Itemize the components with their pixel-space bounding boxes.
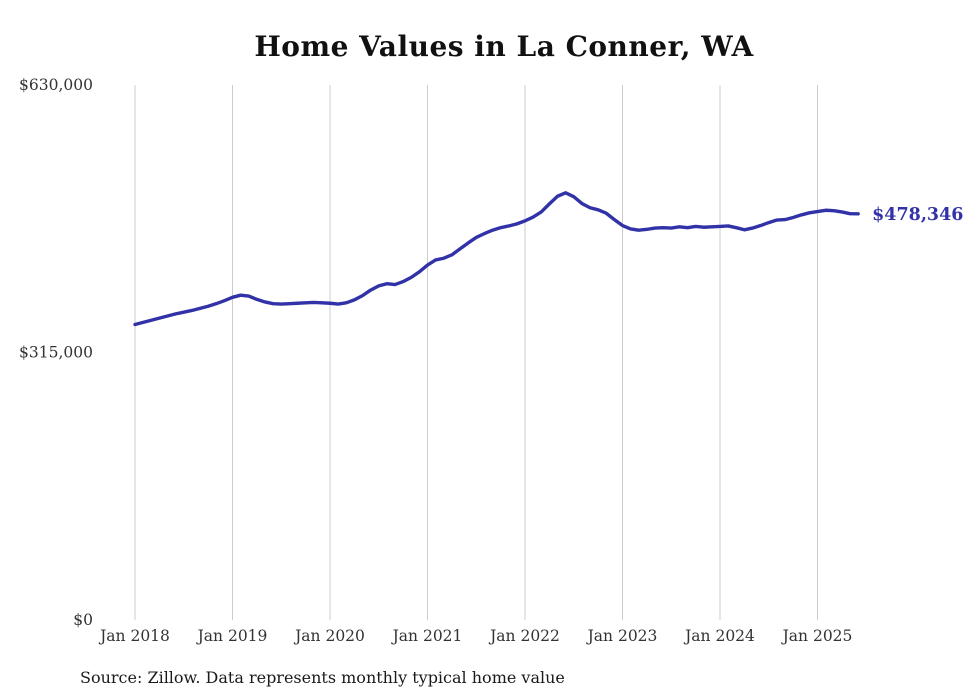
y-tick-label: $315,000 [19, 344, 93, 362]
x-tick-label: Jan 2021 [391, 627, 463, 645]
x-tick-label: Jan 2019 [196, 627, 268, 645]
x-tick-label: Jan 2022 [488, 627, 560, 645]
y-tick-label: $630,000 [19, 76, 93, 94]
x-tick-label: Jan 2023 [586, 627, 658, 645]
y-tick-label: $0 [73, 611, 93, 629]
x-tick-label: Jan 2025 [781, 627, 853, 645]
x-tick-label: Jan 2020 [293, 627, 365, 645]
x-tick-label: Jan 2018 [98, 627, 170, 645]
chart-title: Home Values in La Conner, WA [254, 30, 754, 63]
home-value-line [133, 191, 860, 327]
source-note: Source: Zillow. Data represents monthly … [80, 668, 565, 687]
current-value-label: $478,346 [872, 205, 963, 225]
x-tick-label: Jan 2024 [683, 627, 755, 645]
